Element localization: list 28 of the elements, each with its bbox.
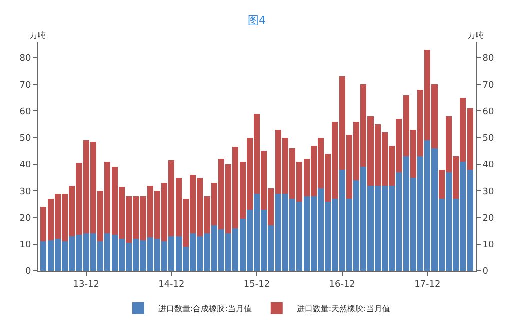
y2-tick-label: 50 (482, 134, 495, 144)
y2-tick-label: 70 (482, 80, 495, 91)
y-tick-label: 20 (20, 214, 32, 224)
y-tick-label: 30 (20, 187, 32, 198)
x-tick-label: 17-12 (414, 280, 441, 290)
y2-tick-label: 0 (482, 267, 489, 278)
y-tick-label: 70 (20, 80, 32, 91)
x-tick-label: 15-12 (244, 280, 270, 290)
y2-tick-label: 40 (482, 160, 495, 171)
legend-label: 进口数量:天然橡胶:当月值 (296, 304, 390, 314)
y-tick-label: 40 (20, 160, 32, 171)
y-tick-label: 60 (20, 107, 32, 118)
y2-tick-label: 80 (482, 54, 495, 64)
chart-title: 图4 (248, 14, 266, 27)
y2-tick-label: 10 (482, 240, 495, 251)
x-tick-label: 14-12 (158, 280, 185, 290)
x-tick-label: 13-12 (73, 280, 100, 290)
y-axis-title: 万吨 (30, 31, 46, 40)
y2-axis-title: 万吨 (468, 31, 484, 40)
y2-tick-label: 20 (482, 214, 495, 224)
x-tick-label: 16-12 (329, 280, 356, 290)
legend-label: 进口数量:合成橡胶:当月值 (158, 304, 252, 314)
y2-tick-label: 30 (482, 187, 495, 198)
y-tick-label: 80 (20, 54, 32, 64)
y-tick-label: 50 (20, 134, 32, 144)
y-tick-label: 0 (25, 267, 32, 278)
y-tick-label: 10 (20, 240, 32, 251)
y2-tick-label: 60 (482, 107, 495, 118)
